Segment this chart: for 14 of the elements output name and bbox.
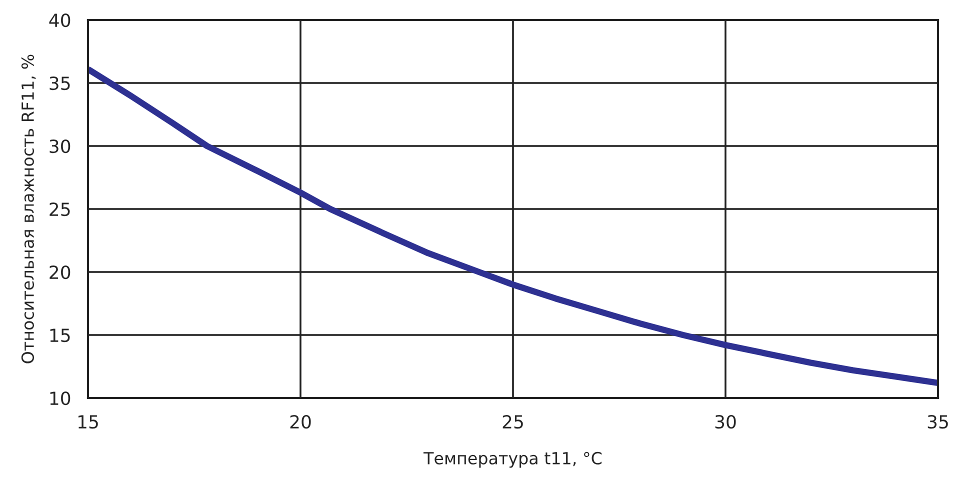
x-tick-label: 20 <box>290 414 311 429</box>
x-tick-label: 30 <box>715 414 736 429</box>
y-axis-title: Относительная влажность RF11, % <box>21 54 36 364</box>
y-tick-label: 15 <box>50 328 70 342</box>
y-tick-label: 10 <box>50 391 70 406</box>
x-tick-label: 15 <box>78 415 98 429</box>
x-axis-title: Температура t11, °C <box>423 452 602 468</box>
x-tick-label: 35 <box>928 414 948 429</box>
y-tick-label: 30 <box>50 139 70 154</box>
x-tick-label: 25 <box>502 414 523 429</box>
y-tick-label: 35 <box>50 76 70 90</box>
y-tick-label: 20 <box>50 265 70 280</box>
y-tick-label: 25 <box>50 202 70 216</box>
y-tick-label: 40 <box>49 13 70 28</box>
